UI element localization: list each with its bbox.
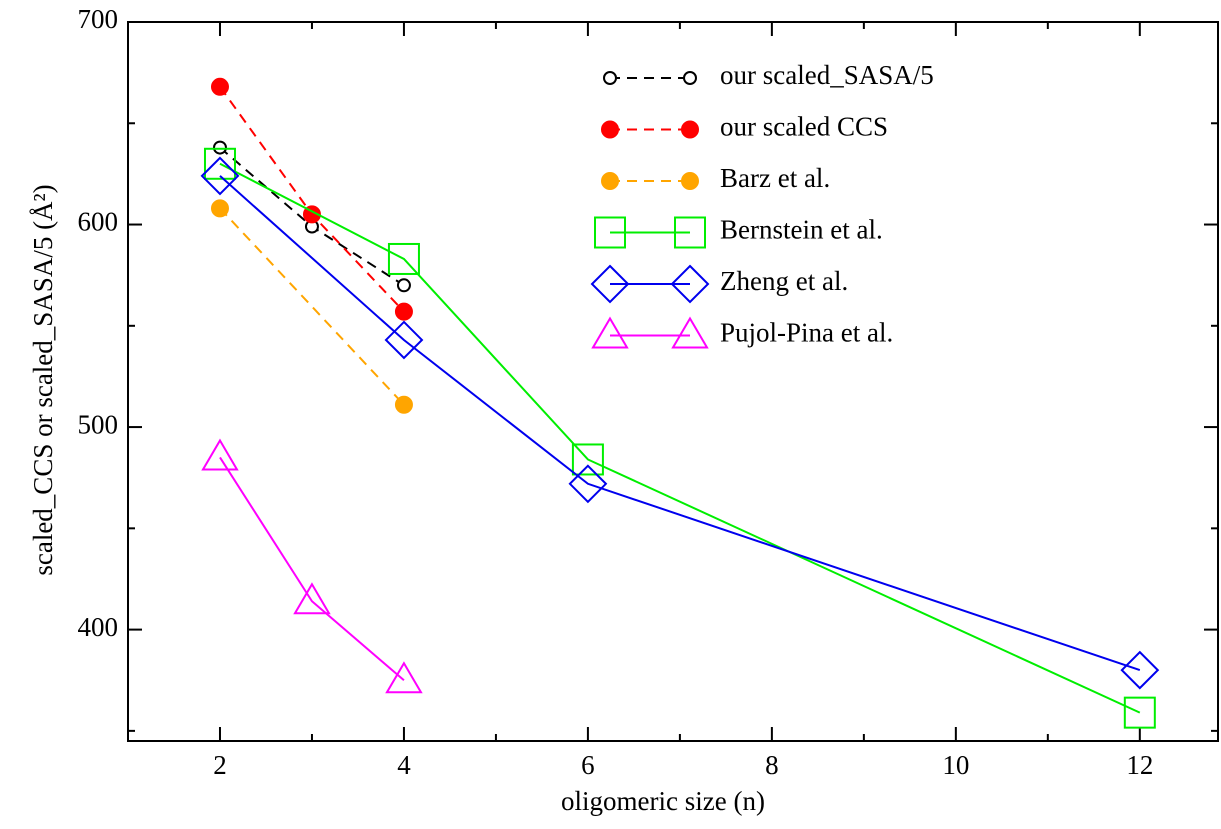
marker (200, 156, 240, 196)
marker (590, 264, 630, 304)
y-tick-label: 700 (78, 4, 119, 34)
series-line (219, 175, 1141, 672)
marker (210, 77, 229, 96)
x-tick-label: 8 (765, 750, 779, 780)
marker (670, 264, 710, 304)
marker (591, 316, 629, 349)
marker (394, 395, 413, 414)
marker (201, 438, 239, 471)
marker (601, 120, 619, 139)
legend-label: our scaled_SASA/5 (720, 60, 934, 90)
marker (1120, 650, 1160, 690)
series-line (219, 456, 405, 681)
y-tick-label: 600 (78, 207, 119, 237)
x-tick-label: 4 (397, 750, 411, 780)
marker (603, 71, 617, 85)
y-tick-label: 500 (78, 409, 119, 439)
marker (571, 443, 604, 476)
marker (681, 172, 699, 190)
marker (210, 199, 229, 218)
marker (594, 216, 626, 249)
x-tick-label: 12 (1126, 750, 1153, 780)
y-axis-title: scaled_CCS or scaled_SASA/5 (Å²) (28, 184, 58, 575)
marker (601, 172, 619, 190)
marker (203, 147, 236, 180)
x-tick-label: 6 (581, 750, 595, 780)
marker (674, 216, 706, 249)
legend-label: our scaled CCS (720, 112, 888, 142)
marker (396, 278, 411, 293)
y-tick-label: 400 (78, 612, 119, 642)
series-line (219, 207, 405, 406)
marker (394, 302, 413, 321)
series-line (219, 162, 1141, 714)
marker (671, 316, 709, 349)
x-axis-title: oligomeric size (n) (561, 786, 765, 816)
legend-label: Bernstein et al. (720, 215, 883, 245)
plot-frame (127, 21, 1219, 742)
marker (1123, 696, 1156, 729)
legend-label: Zheng et al. (720, 266, 848, 296)
x-tick-label: 2 (213, 750, 227, 780)
marker (568, 464, 608, 504)
marker (681, 120, 699, 139)
marker (293, 582, 331, 615)
marker (387, 242, 420, 275)
marker (683, 71, 697, 85)
marker (384, 320, 424, 360)
marker (385, 661, 423, 694)
legend-label: Barz et al. (720, 163, 830, 193)
x-tick-label: 10 (942, 750, 969, 780)
legend-label: Pujol-Pina et al. (720, 318, 893, 348)
marker (212, 140, 227, 155)
